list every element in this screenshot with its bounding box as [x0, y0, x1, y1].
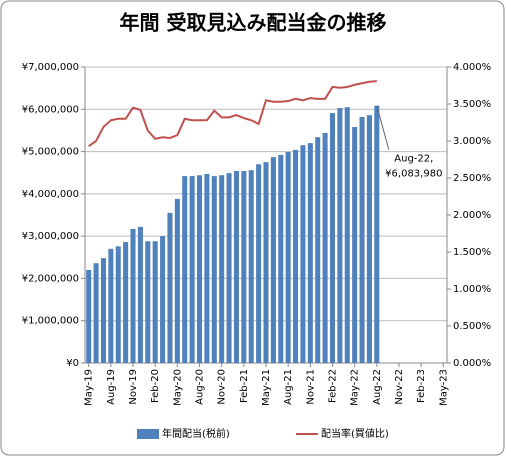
bar: [359, 116, 365, 363]
bar: [248, 170, 254, 363]
bar: [352, 127, 358, 363]
x-tick-label: Aug-19: [106, 369, 117, 405]
x-tick-label: May-22: [350, 369, 361, 406]
bar: [174, 198, 180, 363]
bar: [285, 151, 291, 363]
bar: [270, 157, 276, 363]
bar: [293, 149, 299, 363]
x-tick-label: Nov-19: [128, 369, 139, 405]
bar: [226, 173, 232, 363]
bar: [329, 113, 336, 363]
bar: [219, 175, 225, 363]
bar: [189, 176, 195, 363]
x-tick-label: Nov-21: [305, 369, 316, 405]
y-tick-label: ¥5,000,000: [22, 147, 79, 158]
bar: [93, 263, 99, 363]
bar: [366, 115, 372, 363]
annotation: Aug-22,: [394, 154, 433, 165]
legend-swatch: [137, 429, 159, 439]
bar: [337, 108, 343, 363]
y2-tick-label: 3.500%: [453, 99, 491, 110]
x-tick-label: May-23: [438, 369, 449, 406]
bar: [130, 228, 136, 363]
bar: [233, 171, 239, 363]
bar: [256, 164, 262, 363]
bar: [344, 107, 350, 364]
y2-tick-label: 0.000%: [453, 358, 491, 369]
x-tick-label: Feb-23: [416, 369, 427, 403]
bar: [115, 246, 121, 363]
y-tick-label: ¥2,000,000: [22, 273, 79, 284]
x-tick-label: May-19: [84, 369, 95, 406]
chart-title: 年間 受取見込み配当金の推移: [120, 11, 387, 35]
bar: [278, 154, 284, 363]
x-tick-label: Feb-20: [150, 369, 161, 403]
y2-tick-label: 4.000%: [453, 62, 491, 73]
bar: [182, 176, 188, 363]
bar: [374, 105, 380, 363]
y-tick-label: ¥0: [66, 358, 79, 369]
y2-tick-label: 0.500%: [453, 321, 491, 332]
bar: [211, 176, 217, 363]
bar: [160, 236, 166, 363]
legend-label: 年間配当(税前): [162, 427, 230, 440]
bar: [123, 242, 129, 363]
bar: [241, 171, 247, 363]
annotation-leader: [376, 105, 390, 150]
y-tick-label: ¥4,000,000: [22, 189, 79, 200]
x-tick-label: Feb-22: [327, 369, 338, 403]
x-tick-label: Nov-20: [217, 369, 228, 405]
x-tick-label: May-20: [172, 369, 183, 406]
bar: [137, 226, 143, 363]
y2-tick-label: 3.000%: [453, 136, 491, 147]
bar: [307, 143, 313, 363]
x-tick-label: Nov-22: [394, 369, 405, 405]
bar: [86, 269, 92, 363]
y-tick-label: ¥3,000,000: [22, 231, 79, 242]
bar: [100, 258, 106, 363]
x-tick-label: May-21: [261, 369, 272, 406]
y2-tick-label: 2.000%: [453, 210, 491, 221]
bar: [145, 241, 151, 363]
bar: [108, 248, 114, 363]
bar: [152, 241, 158, 363]
bar: [263, 162, 269, 363]
bar: [315, 137, 321, 363]
bar: [300, 145, 306, 363]
bar: [204, 173, 210, 363]
y-tick-label: ¥1,000,000: [22, 316, 79, 327]
annotation: ¥6,083,980: [385, 169, 442, 180]
x-tick-label: Feb-21: [239, 369, 250, 403]
line: [88, 80, 377, 147]
bar: [322, 132, 328, 363]
x-tick-label: Aug-20: [195, 369, 206, 405]
bar: [196, 175, 203, 363]
y2-tick-label: 1.000%: [453, 284, 491, 295]
y2-tick-label: 2.500%: [453, 173, 491, 184]
x-tick-label: Aug-22: [372, 369, 383, 405]
legend-label: 配当率(買値比): [321, 427, 389, 440]
y2-tick-label: 1.500%: [453, 247, 491, 258]
y-tick-label: ¥6,000,000: [22, 104, 79, 115]
y-tick-label: ¥7,000,000: [22, 62, 79, 73]
bar: [167, 212, 173, 363]
x-tick-label: Aug-21: [283, 369, 294, 405]
